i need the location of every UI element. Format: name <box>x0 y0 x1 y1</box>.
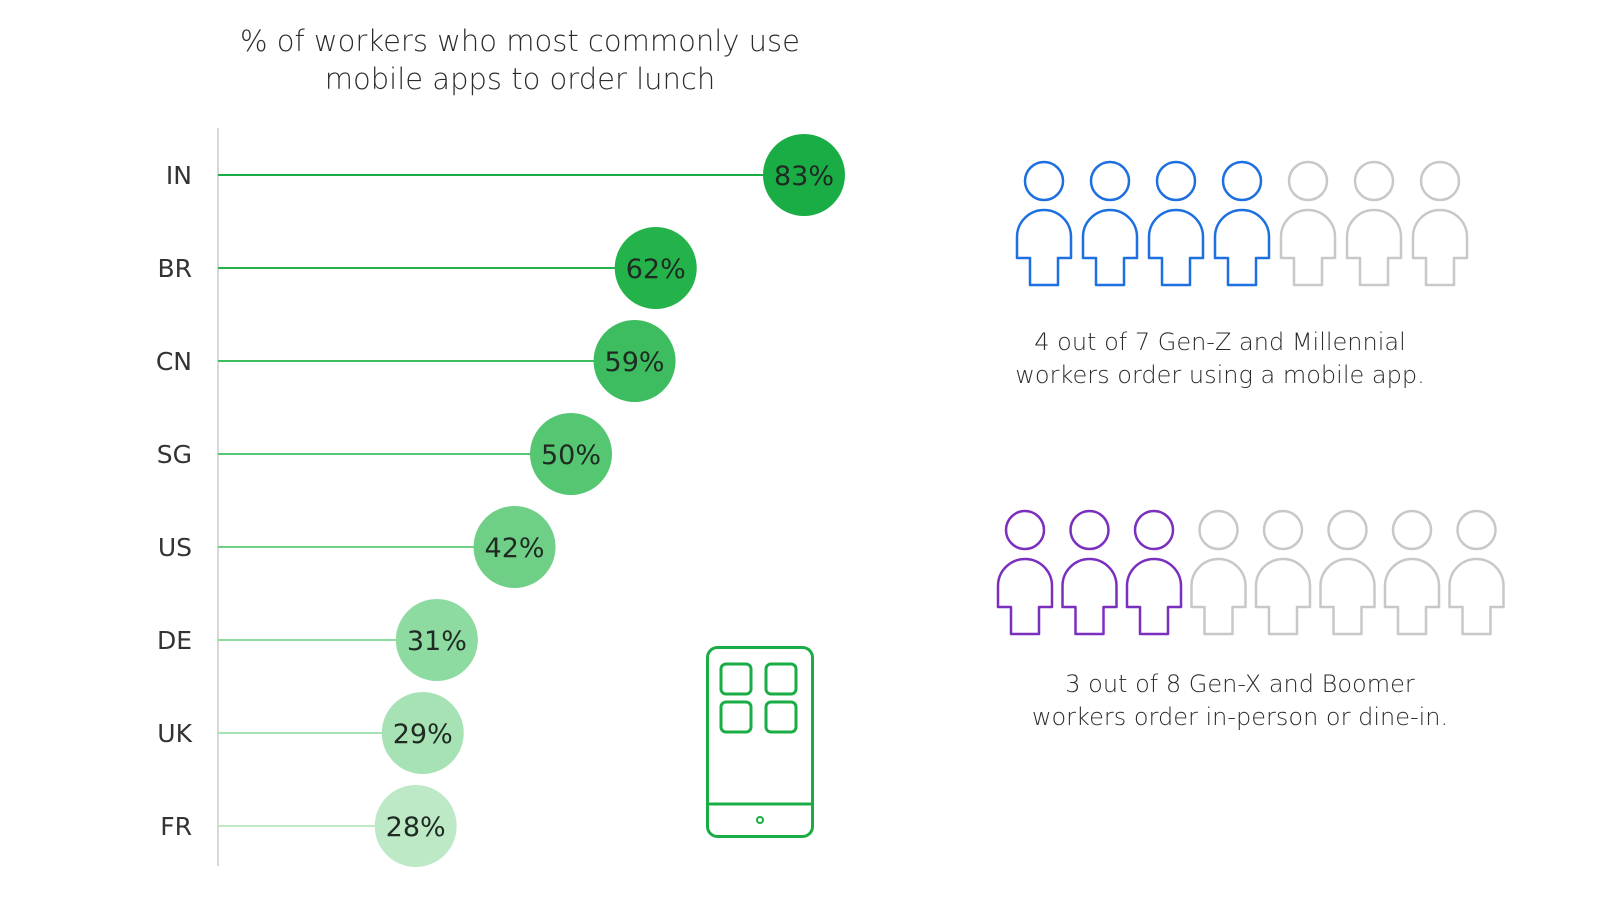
value-label-de: 31% <box>407 626 467 657</box>
bar-dot-us <box>473 506 556 588</box>
person-icon <box>1213 160 1271 287</box>
value-label-fr: 28% <box>386 812 446 843</box>
value-label-uk: 29% <box>393 719 453 750</box>
person-icon <box>1254 509 1312 636</box>
person-icon <box>996 509 1054 636</box>
value-label-br: 62% <box>626 254 686 285</box>
category-label-in: IN <box>166 161 192 190</box>
chart-title: % of workers who most commonly use mobil… <box>200 22 840 98</box>
person-icon <box>1081 160 1139 287</box>
bar-dot-cn <box>593 320 676 402</box>
value-label-in: 83% <box>774 161 834 192</box>
person-icon <box>1383 509 1441 636</box>
bar-dot-fr <box>374 785 457 867</box>
bar-dot-uk <box>381 692 464 774</box>
pictogram-genz <box>1015 160 1469 287</box>
category-label-sg: SG <box>157 440 192 469</box>
caption-genz-line-1: 4 out of 7 Gen-Z and Millennial <box>1034 328 1406 356</box>
bar-dot-sg <box>530 413 613 495</box>
caption-genx-line-2: workers order in-person or dine-in. <box>1031 703 1449 731</box>
person-icon <box>1125 509 1183 636</box>
value-label-cn: 59% <box>605 347 665 378</box>
category-label-de: DE <box>157 626 192 655</box>
caption-genz: 4 out of 7 Gen-Z and Millennial workers … <box>990 326 1450 392</box>
caption-genx: 3 out of 8 Gen-X and Boomer workers orde… <box>1010 668 1470 734</box>
chart-title-line-2: mobile apps to order lunch <box>324 62 716 96</box>
person-icon <box>1061 509 1118 636</box>
bar-dot-br <box>614 227 697 309</box>
bar-dot-de <box>395 599 478 681</box>
caption-genz-line-2: workers order using a mobile app. <box>1015 361 1425 389</box>
lollipop-chart: 83% IN 62% BR 59% CN 50% SG 42% US 31% DE 29% UK 28% FR <box>156 128 845 867</box>
category-label-uk: UK <box>157 719 192 748</box>
person-icon <box>1448 509 1505 636</box>
mobile-phone-icon <box>706 646 814 838</box>
pictogram-genx <box>996 509 1505 636</box>
value-label-sg: 50% <box>541 440 601 471</box>
person-icon <box>1345 160 1403 287</box>
value-label-us: 42% <box>485 533 545 564</box>
person-icon <box>1015 160 1073 287</box>
category-label-br: BR <box>157 254 192 283</box>
category-label-us: US <box>158 533 192 562</box>
bar-dot-in <box>763 134 845 216</box>
category-label-fr: FR <box>160 812 192 841</box>
person-icon <box>1319 509 1376 636</box>
person-icon <box>1190 509 1247 636</box>
caption-genx-line-1: 3 out of 8 Gen-X and Boomer <box>1065 670 1415 698</box>
person-icon <box>1147 160 1205 287</box>
person-icon <box>1411 160 1469 287</box>
person-icon <box>1279 160 1337 287</box>
category-label-cn: CN <box>156 347 192 376</box>
chart-title-line-1: % of workers who most commonly use <box>239 24 800 58</box>
